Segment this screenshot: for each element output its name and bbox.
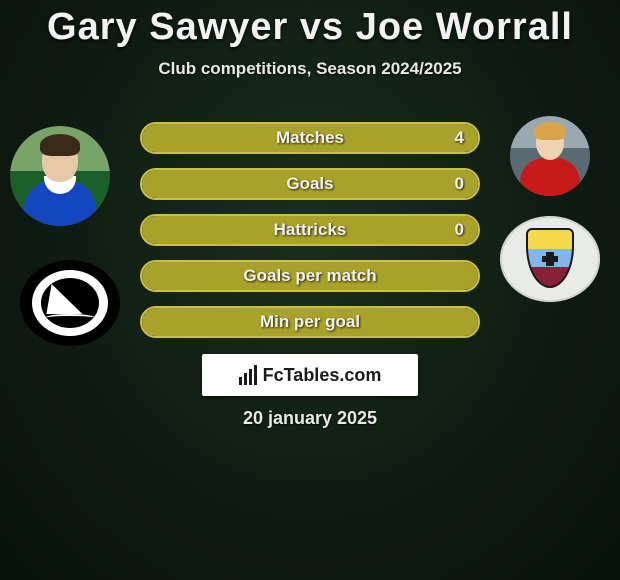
stat-label: Goals: [142, 170, 478, 198]
stat-value: 4: [455, 124, 464, 152]
stats-list: Matches4Goals0Hattricks0Goals per matchM…: [140, 122, 480, 352]
stat-label: Goals per match: [142, 262, 478, 290]
stat-row: Goals0: [140, 168, 480, 200]
page-subtitle: Club competitions, Season 2024/2025: [0, 59, 620, 79]
club-left-badge-icon: [20, 260, 120, 346]
stat-row: Hattricks0: [140, 214, 480, 246]
player-right-avatar: [510, 116, 590, 196]
page-title: Gary Sawyer vs Joe Worrall: [0, 0, 620, 49]
bar-chart-icon: [239, 365, 257, 385]
stat-row: Min per goal: [140, 306, 480, 338]
stat-label: Matches: [142, 124, 478, 152]
fctables-logo: FcTables.com: [202, 354, 418, 396]
club-right-badge-icon: [500, 216, 600, 302]
player-left-avatar: [10, 126, 110, 226]
logo-text: FcTables.com: [263, 365, 382, 386]
date-label: 20 january 2025: [0, 408, 620, 429]
comparison-card: Gary Sawyer vs Joe Worrall Club competit…: [0, 0, 620, 580]
stat-label: Min per goal: [142, 308, 478, 336]
stat-row: Matches4: [140, 122, 480, 154]
stat-row: Goals per match: [140, 260, 480, 292]
stat-value: 0: [455, 216, 464, 244]
stat-label: Hattricks: [142, 216, 478, 244]
stat-value: 0: [455, 170, 464, 198]
